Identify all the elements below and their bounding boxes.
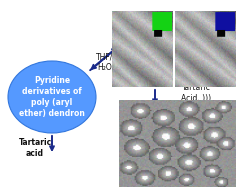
Text: UV: UV (165, 102, 177, 112)
Text: Tartaric
Acid, ))): Tartaric Acid, ))) (181, 83, 211, 103)
Text: Tartaric
acid: Tartaric acid (18, 138, 52, 158)
Text: THF/
H₂O: THF/ H₂O (96, 52, 114, 72)
Text: Pyridine
derivatives of
poly (aryl
ether) dendron: Pyridine derivatives of poly (aryl ether… (19, 76, 85, 118)
Text: UV: UV (218, 102, 230, 112)
Ellipse shape (8, 61, 96, 133)
